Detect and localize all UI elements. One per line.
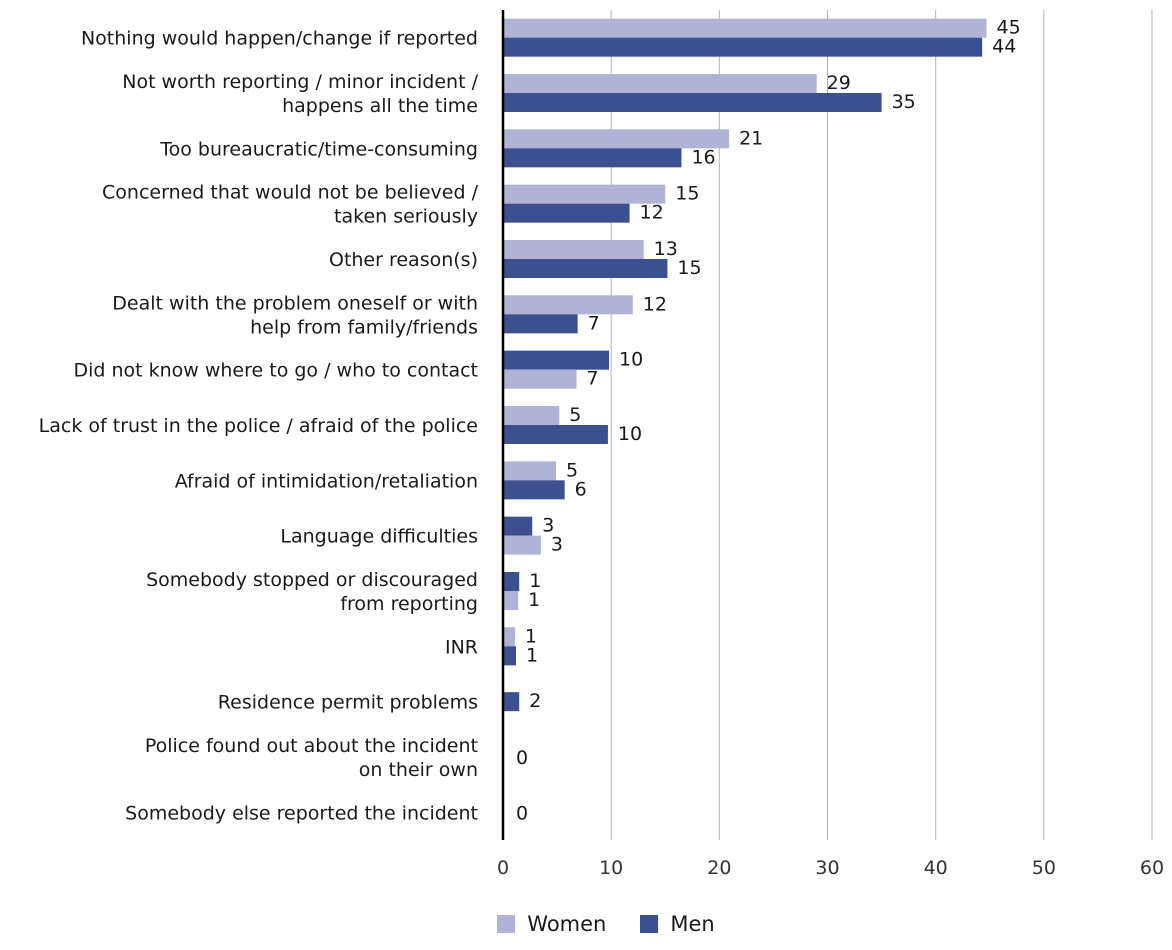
- men-bar: [503, 425, 608, 444]
- legend-item-men: Men: [640, 912, 715, 936]
- women-value-label: 45: [997, 17, 1021, 39]
- x-tick-label: 10: [599, 857, 623, 879]
- women-bar: [503, 461, 557, 481]
- men-bar: [503, 646, 516, 666]
- category-label: Not worth reporting / minor incident / ha…: [122, 71, 478, 117]
- women-bar: [503, 184, 666, 204]
- men-value-label: 15: [677, 257, 701, 279]
- women-value-label: 1: [528, 589, 540, 611]
- women-bar: [503, 535, 541, 555]
- women-value-label: 5: [569, 404, 581, 426]
- category-label: Somebody else reported the incident: [125, 802, 478, 824]
- women-value-label: 7: [587, 368, 599, 390]
- men-value-label: 1: [529, 570, 541, 592]
- category-label: Dealt with the problem oneself or with he…: [112, 292, 478, 338]
- men-bar: [503, 259, 668, 278]
- women-bar: [503, 627, 515, 647]
- women-bar: [503, 129, 730, 149]
- women-value-label: 29: [827, 72, 851, 94]
- men-value-label: 10: [619, 349, 643, 371]
- category-label: Language difficulties: [280, 526, 478, 548]
- category-label: Lack of trust in the police / afraid of …: [39, 415, 478, 437]
- women-bar: [503, 18, 987, 38]
- x-tick-label: 50: [1032, 857, 1056, 879]
- women-value-label: 3: [551, 534, 563, 556]
- men-bar: [503, 93, 882, 112]
- legend-swatch-women: [497, 915, 516, 933]
- category-label: Too bureaucratic/time-consuming: [159, 138, 478, 160]
- women-value-label: 5: [566, 459, 578, 481]
- category-label: INR: [445, 636, 478, 658]
- women-value-label: 21: [739, 127, 763, 149]
- x-tick-label: 0: [497, 857, 509, 879]
- men-value-label: 44: [992, 36, 1016, 58]
- legend-item-women: Women: [497, 912, 606, 936]
- x-tick-label: 60: [1140, 857, 1164, 879]
- women-value-label: 12: [643, 293, 667, 315]
- men-value-label: 35: [892, 91, 916, 113]
- men-value-label: 6: [575, 478, 587, 500]
- women-value-label: 15: [675, 183, 699, 205]
- men-value-label: 12: [640, 202, 664, 224]
- x-tick-label: 30: [815, 857, 839, 879]
- category-label: Nothing would happen/change if reported: [81, 28, 478, 50]
- women-value-label: 13: [654, 238, 678, 260]
- men-value-label: 0: [516, 802, 528, 824]
- x-tick-label: 40: [924, 857, 948, 879]
- legend-label-men: Men: [670, 912, 715, 936]
- men-bar: [503, 480, 565, 500]
- men-bar: [503, 203, 630, 223]
- men-bar: [503, 692, 520, 712]
- legend-swatch-men: [640, 915, 659, 933]
- men-value-label: 0: [516, 747, 528, 769]
- category-label: Did not know where to go / who to contac…: [73, 360, 478, 382]
- women-bar: [503, 369, 577, 389]
- men-bar: [503, 516, 533, 536]
- legend: Women Men: [0, 912, 1172, 936]
- women-bar: [503, 74, 817, 93]
- women-bar: [503, 406, 560, 425]
- women-bar: [503, 240, 644, 259]
- category-label: Concerned that would not be believed / ta…: [102, 182, 479, 228]
- women-value-label: 1: [525, 625, 537, 647]
- men-value-label: 10: [618, 423, 642, 445]
- legend-label-women: Women: [527, 912, 607, 936]
- category-label: Other reason(s): [329, 249, 478, 271]
- men-bar: [503, 148, 682, 168]
- men-bar: [503, 37, 983, 57]
- men-bar: [503, 572, 520, 591]
- category-label: Police found out about the incident on th…: [145, 735, 478, 781]
- men-value-label: 2: [529, 690, 541, 712]
- men-bar: [503, 350, 610, 370]
- women-bar: [503, 295, 633, 315]
- x-tick-label: 20: [707, 857, 731, 879]
- men-value-label: 3: [542, 515, 554, 537]
- category-label: Residence permit problems: [218, 692, 478, 714]
- men-bar: [503, 314, 578, 334]
- men-value-label: 7: [588, 312, 600, 334]
- men-value-label: 1: [526, 644, 538, 666]
- women-bar: [503, 591, 519, 610]
- category-label: Somebody stopped or discouraged from repo…: [146, 569, 478, 615]
- category-label: Afraid of intimidation/retaliation: [175, 470, 478, 492]
- men-value-label: 16: [691, 146, 715, 168]
